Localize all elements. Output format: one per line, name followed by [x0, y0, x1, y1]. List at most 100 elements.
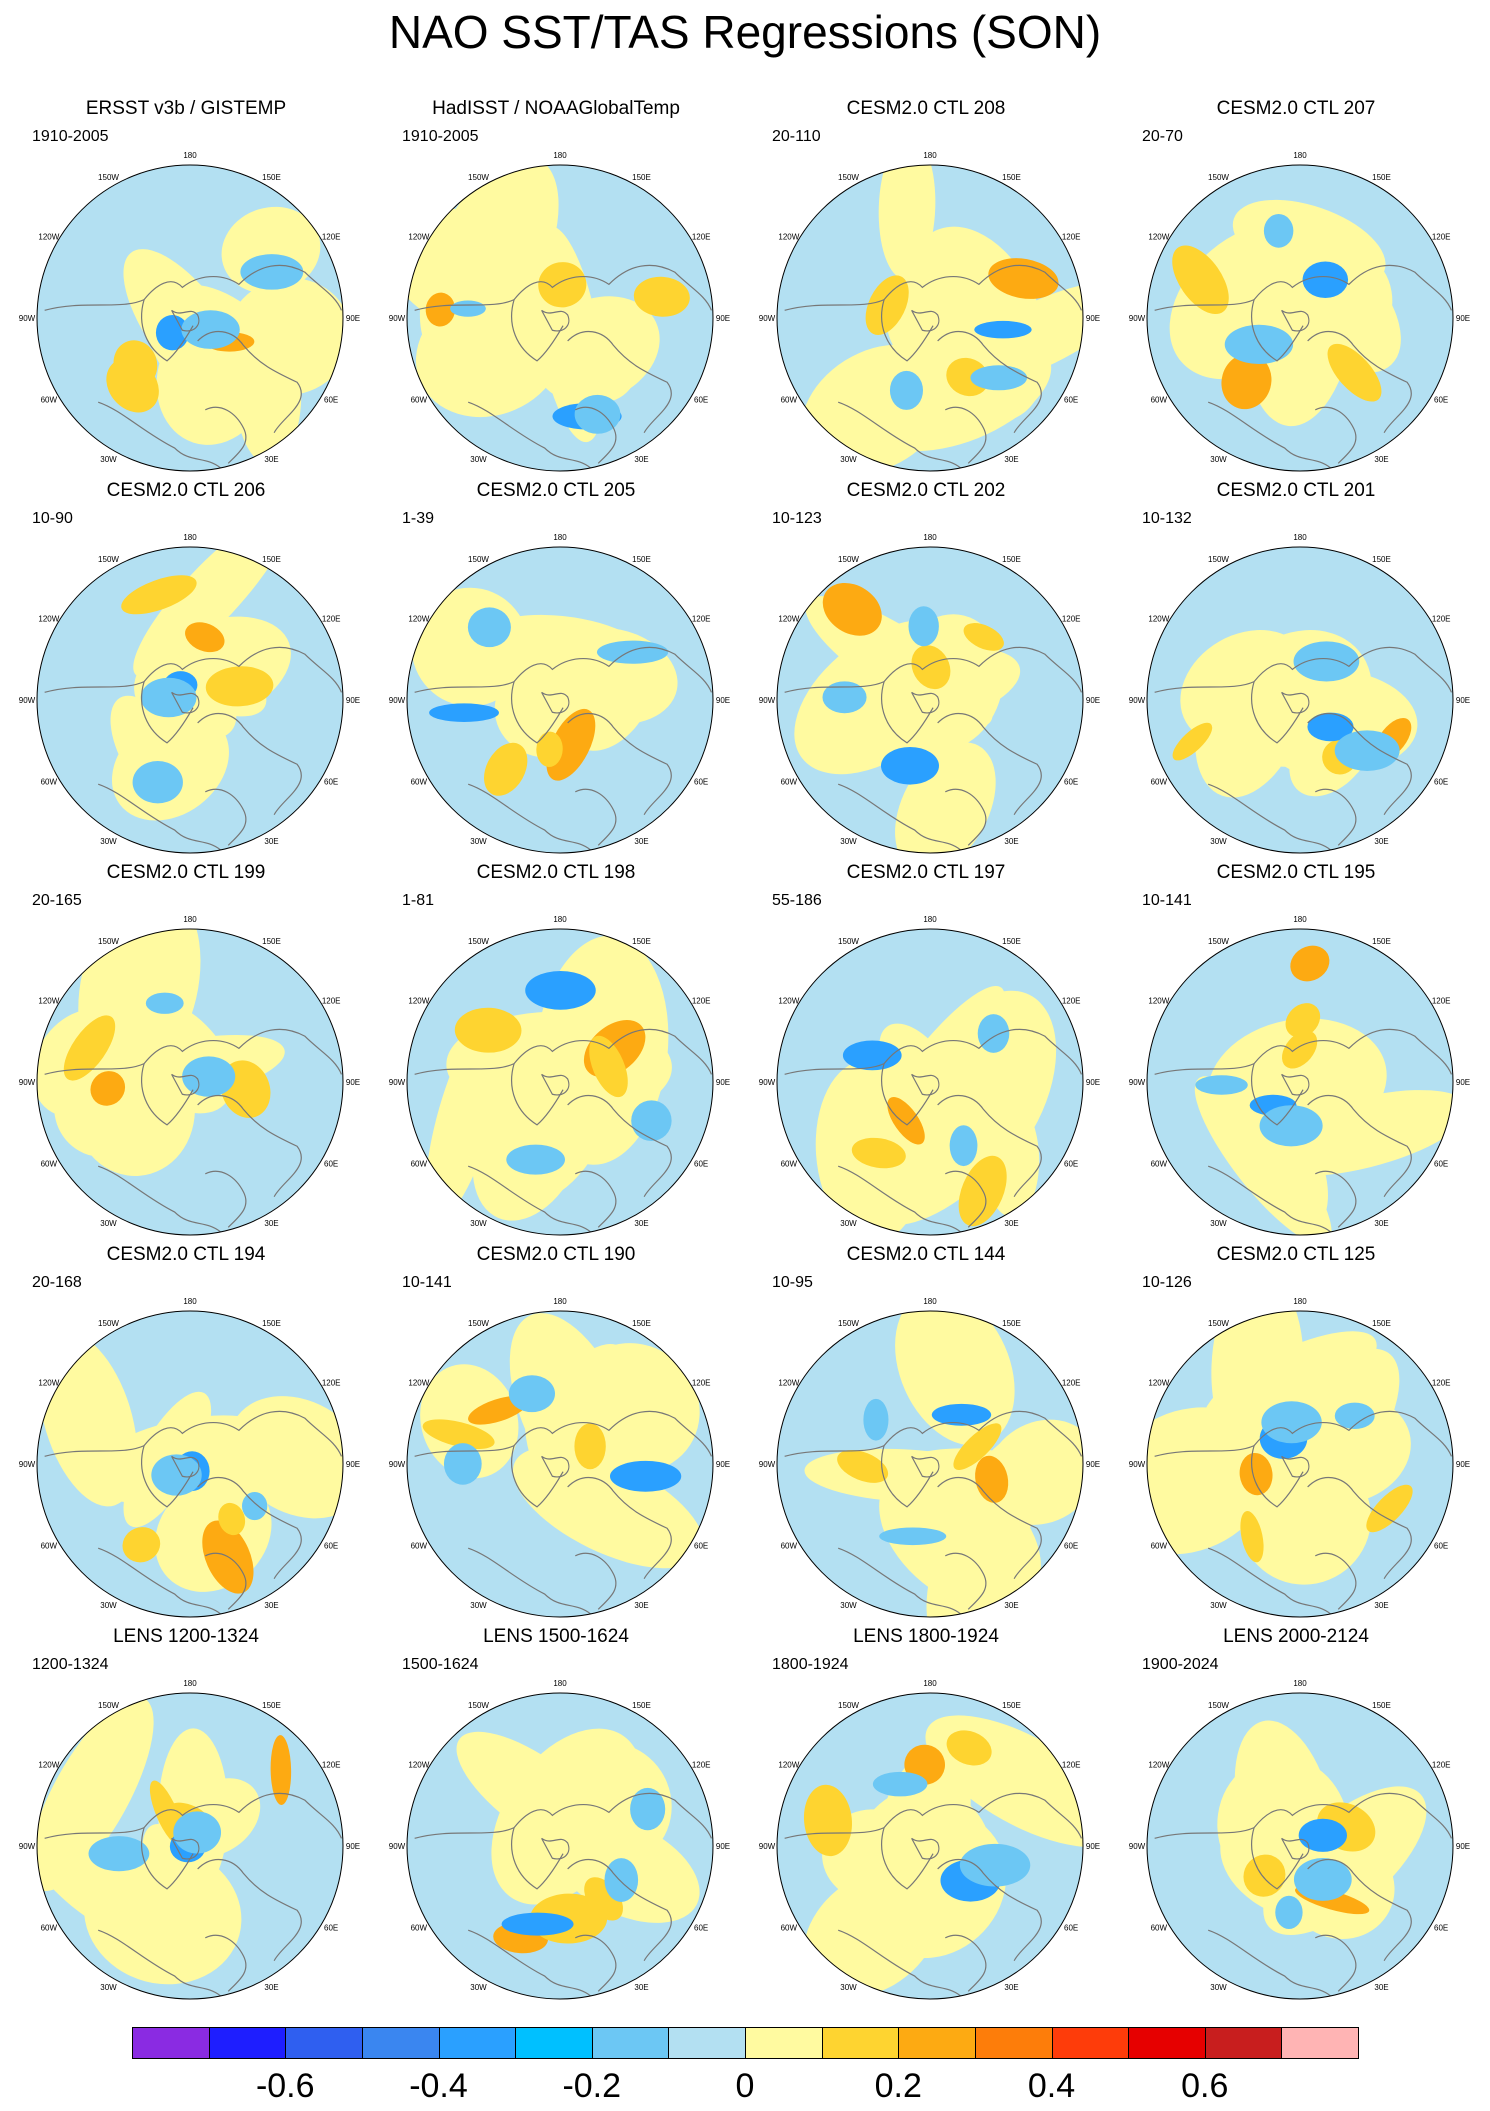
map-panel: 180 150E 120E 90E 60E 30E 0 30W 60W 90W 120W 150W LE…: [740, 1626, 1112, 2006]
coastline: [98, 401, 221, 469]
colorbar: [132, 2027, 1359, 2059]
negative-anomaly-region: [155, 314, 189, 351]
longitude-label: 120W: [1148, 233, 1169, 242]
longitude-label: 150W: [98, 173, 119, 182]
longitude-label: 0: [1298, 859, 1303, 860]
longitude-label: 150W: [838, 555, 859, 564]
panel-title: CESM2.0 CTL 144: [846, 1244, 1006, 1265]
longitude-label: 60E: [1064, 778, 1078, 787]
coastline: [1281, 1837, 1310, 1860]
panel-title: CESM2.0 CTL 201: [1216, 480, 1376, 501]
longitude-label: 90W: [389, 1078, 406, 1087]
coastline: [1154, 646, 1453, 693]
strong-positive-anomaly: [1290, 945, 1330, 982]
coastline: [468, 783, 591, 851]
polar-map: 180 150E 120E 90E 60E 30E 0 30W 60W 90W 120W 150W: [1129, 1297, 1470, 1624]
coastline: [468, 1929, 591, 1997]
longitude-label: 30E: [634, 1983, 648, 1992]
colorbar-tick-label: 0: [735, 2067, 755, 2105]
panel-title: ERSST v3b / GISTEMP: [85, 98, 287, 119]
longitude-label: 120W: [38, 1761, 59, 1770]
longitude-label: 60E: [324, 1542, 338, 1551]
panel-grid: 180 150E 120E 90E 60E 30E 0 30W 60W 90W 120W 150W ER…: [19, 98, 1482, 2006]
longitude-label: 30W: [840, 1601, 857, 1610]
strong-positive-anomaly: [953, 1423, 1002, 1471]
longitude-label: 90W: [19, 1842, 36, 1851]
longitude-label: 120W: [778, 1379, 799, 1388]
coastline: [44, 1028, 343, 1075]
panel-title: LENS 1200-1324: [113, 1626, 259, 1647]
longitude-label: 0: [188, 477, 193, 478]
panel-title: CESM2.0 CTL 195: [1216, 862, 1376, 883]
polar-map: 180 150E 120E 90E 60E 30E 0 30W 60W 90W 120W 150W: [759, 1297, 1100, 1624]
longitude-label: 60E: [324, 1924, 338, 1933]
coastline: [205, 1552, 247, 1610]
strong-positive-anomaly: [422, 1419, 495, 1450]
coastline: [784, 264, 1083, 311]
longitude-label: 30E: [634, 455, 648, 464]
coastline: [1251, 299, 1304, 362]
negative-anomaly-region: [151, 1454, 202, 1496]
panel-period: 1910-2005: [32, 128, 109, 145]
longitude-label: 90E: [1086, 1460, 1100, 1469]
colorbar-tick-label: -0.6: [255, 2067, 315, 2105]
longitude-label: 90W: [19, 1460, 36, 1469]
longitude-label: 150W: [838, 173, 859, 182]
polar-map: 180 150E 120E 90E 60E 30E 0 30W 60W 90W 120W 150W: [19, 915, 360, 1242]
map-boundary: [36, 164, 344, 472]
panel-title: CESM2.0 CTL 207: [1216, 98, 1376, 119]
longitude-label: 180: [553, 533, 567, 542]
longitude-label: 30E: [634, 1601, 648, 1610]
colorbar-tick-label: -0.2: [562, 2067, 622, 2105]
longitude-label: 120E: [1062, 615, 1081, 624]
map-panel: 180 150E 120E 90E 60E 30E 0 30W 60W 90W 120W 150W Ha…: [370, 98, 742, 478]
map-panel: 180 150E 120E 90E 60E 30E 0 30W 60W 90W 120W 150W LE…: [1110, 1626, 1482, 2006]
coastline: [44, 264, 343, 311]
longitude-label: 60W: [781, 1542, 798, 1551]
longitude-label: 90E: [716, 1460, 730, 1469]
longitude-label: 30W: [840, 1983, 857, 1992]
polar-map: 180 150E 120E 90E 60E 30E 0 30W 60W 90W 120W 150W: [19, 1679, 360, 2006]
map-boundary: [406, 546, 714, 854]
coastline: [945, 1170, 987, 1228]
longitude-label: 150W: [468, 173, 489, 182]
polar-map: 180 150E 120E 90E 60E 30E 0 30W 60W 90W 120W 150W: [19, 1297, 360, 1624]
longitude-label: 120E: [1432, 997, 1451, 1006]
map-boundary: [776, 1692, 1084, 2000]
longitude-label: 90W: [1129, 1078, 1146, 1087]
negative-anomaly-region: [630, 1787, 666, 1831]
negative-anomaly-region: [140, 677, 197, 718]
longitude-label: 120W: [408, 1379, 429, 1388]
longitude-label: 0: [1298, 477, 1303, 478]
panel-period: 10-141: [1142, 892, 1192, 909]
negative-anomaly-region: [863, 1398, 889, 1441]
longitude-label: 60W: [41, 1542, 58, 1551]
longitude-label: 60W: [781, 778, 798, 787]
longitude-label: 60E: [1064, 396, 1078, 405]
longitude-label: 150E: [1002, 1701, 1021, 1710]
panel-period: 10-141: [402, 1274, 452, 1291]
polar-map: 180 150E 120E 90E 60E 30E 0 30W 60W 90W 120W 150W: [1129, 151, 1470, 478]
coastline: [205, 1934, 247, 1992]
longitude-label: 90W: [389, 314, 406, 323]
coastline: [937, 1477, 1042, 1580]
longitude-label: 180: [923, 915, 937, 924]
longitude-label: 150W: [1208, 1319, 1229, 1328]
colorbar-swatch: [132, 2027, 210, 2059]
coastline: [171, 1073, 200, 1096]
negative-anomaly-region: [889, 370, 924, 410]
colorbar-swatch: [591, 2027, 670, 2059]
longitude-label: 0: [928, 2005, 933, 2006]
coastline: [197, 1095, 302, 1198]
longitude-label: 90E: [346, 1460, 360, 1469]
longitude-label: 90W: [389, 696, 406, 705]
longitude-label: 150E: [632, 937, 651, 946]
longitude-label: 120W: [38, 615, 59, 624]
longitude-label: 120W: [1148, 997, 1169, 1006]
coastline: [881, 681, 934, 744]
longitude-label: 0: [558, 477, 563, 478]
longitude-label: 120E: [1062, 1379, 1081, 1388]
longitude-label: 120E: [692, 997, 711, 1006]
longitude-label: 30E: [1374, 1219, 1388, 1228]
coastline: [1307, 331, 1412, 434]
